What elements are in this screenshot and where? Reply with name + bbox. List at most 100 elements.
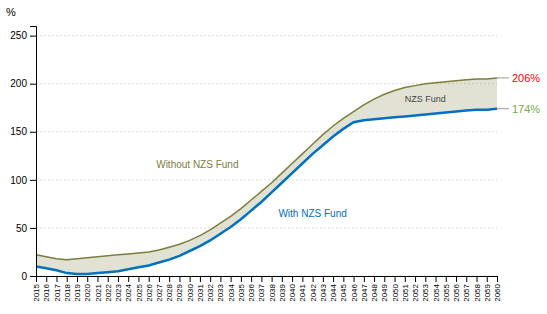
x-tick: 2028 (165, 276, 174, 302)
x-tick-label: 2040 (288, 283, 297, 301)
x-tick-mark (374, 276, 375, 282)
x-tick-label: 2045 (339, 283, 348, 301)
x-tick-mark (395, 276, 396, 282)
x-tick-mark (384, 276, 385, 282)
x-tick-mark (272, 276, 273, 282)
x-tick-mark (415, 276, 416, 282)
x-tick-label: 2056 (452, 283, 461, 301)
series-label: With NZS Fund (278, 208, 346, 219)
x-tick-label: 2046 (350, 283, 359, 301)
x-tick: 2042 (309, 276, 318, 302)
x-tick-label: 2016 (42, 283, 51, 301)
y-axis: 050100150200250 (10, 27, 36, 282)
x-tick-label: 2035 (237, 283, 246, 301)
x-tick-mark (251, 276, 252, 282)
x-tick-mark (118, 276, 119, 282)
series-label: Without NZS Fund (156, 159, 238, 170)
annotation-leader (497, 108, 509, 109)
x-tick-mark (169, 276, 170, 282)
x-tick-mark (466, 276, 467, 282)
x-tick-mark (282, 276, 283, 282)
x-tick-label: 2020 (83, 283, 92, 301)
x-tick-mark (108, 276, 109, 282)
x-tick: 2022 (104, 276, 113, 302)
x-tick-mark (446, 276, 447, 282)
y-tick: 0 (21, 271, 36, 282)
x-tick-label: 2051 (401, 283, 410, 301)
x-tick-label: 2039 (278, 283, 287, 301)
x-tick-mark (159, 276, 160, 282)
grid-line (36, 131, 497, 132)
x-tick: 2019 (73, 276, 82, 302)
x-tick-label: 2050 (391, 283, 400, 301)
x-tick: 2051 (401, 276, 410, 302)
x-tick: 2060 (493, 276, 502, 302)
x-tick: 2030 (186, 276, 195, 302)
x-tick-mark (261, 276, 262, 282)
grid-line (36, 227, 497, 228)
x-tick: 2048 (370, 276, 379, 302)
x-tick-label: 2027 (155, 283, 164, 301)
y-tick-label: 150 (10, 126, 27, 137)
y-tick-label: 200 (10, 78, 27, 89)
x-tick: 2037 (257, 276, 266, 302)
x-tick: 2033 (216, 276, 225, 302)
x-tick-label: 2055 (442, 283, 451, 301)
grid (36, 36, 497, 276)
x-tick: 2035 (237, 276, 246, 302)
y-axis-line (30, 27, 37, 277)
x-tick-label: 2037 (257, 283, 266, 301)
grid-line (36, 35, 497, 36)
annotation-leader (497, 77, 509, 78)
x-tick-mark (497, 276, 498, 282)
x-tick-mark (313, 276, 314, 282)
grid-line (36, 179, 497, 180)
x-tick-mark (477, 276, 478, 282)
x-tick-label: 2047 (360, 283, 369, 301)
x-tick-mark (487, 276, 488, 282)
x-tick: 2058 (473, 276, 482, 302)
x-tick-mark (77, 276, 78, 282)
x-tick-label: 2034 (227, 283, 236, 301)
x-tick: 2021 (94, 276, 103, 302)
x-tick-mark (149, 276, 150, 282)
y-tick-label: 0 (21, 271, 27, 282)
x-tick: 2027 (155, 276, 164, 302)
x-tick-label: 2025 (135, 283, 144, 301)
x-tick-mark (241, 276, 242, 282)
marks (36, 78, 497, 274)
x-tick-mark (292, 276, 293, 282)
x-tick-mark (405, 276, 406, 282)
x-tick: 2056 (452, 276, 461, 302)
x-tick-mark (128, 276, 129, 282)
annotation: 206% (512, 72, 540, 84)
x-tick: 2052 (411, 276, 420, 302)
x-tick-mark (138, 276, 139, 282)
x-tick-mark (333, 276, 334, 282)
x-tick-label: 2053 (421, 283, 430, 301)
y-tick-mark (30, 180, 36, 181)
x-tick-label: 2044 (329, 283, 338, 301)
x-tick-mark (364, 276, 365, 282)
x-tick: 2018 (63, 276, 72, 302)
x-tick: 2017 (53, 276, 62, 302)
x-tick: 2041 (298, 276, 307, 302)
x-tick-label: 2033 (216, 283, 225, 301)
y-tick: 250 (10, 30, 36, 41)
y-tick: 200 (10, 78, 36, 89)
x-tick: 2055 (442, 276, 451, 302)
x-tick-mark (231, 276, 232, 282)
x-tick-label: 2052 (411, 283, 420, 301)
x-tick-mark (354, 276, 355, 282)
x-tick: 2036 (247, 276, 256, 302)
series-line (36, 109, 497, 274)
x-tick: 2049 (380, 276, 389, 302)
x-tick: 2029 (175, 276, 184, 302)
annotation: 174% (512, 103, 540, 115)
x-tick-label: 2049 (380, 283, 389, 301)
y-tick-mark (30, 132, 36, 133)
x-tick-mark (220, 276, 221, 282)
x-tick-mark (210, 276, 211, 282)
y-tick: 100 (10, 175, 36, 186)
x-tick: 2031 (196, 276, 205, 302)
